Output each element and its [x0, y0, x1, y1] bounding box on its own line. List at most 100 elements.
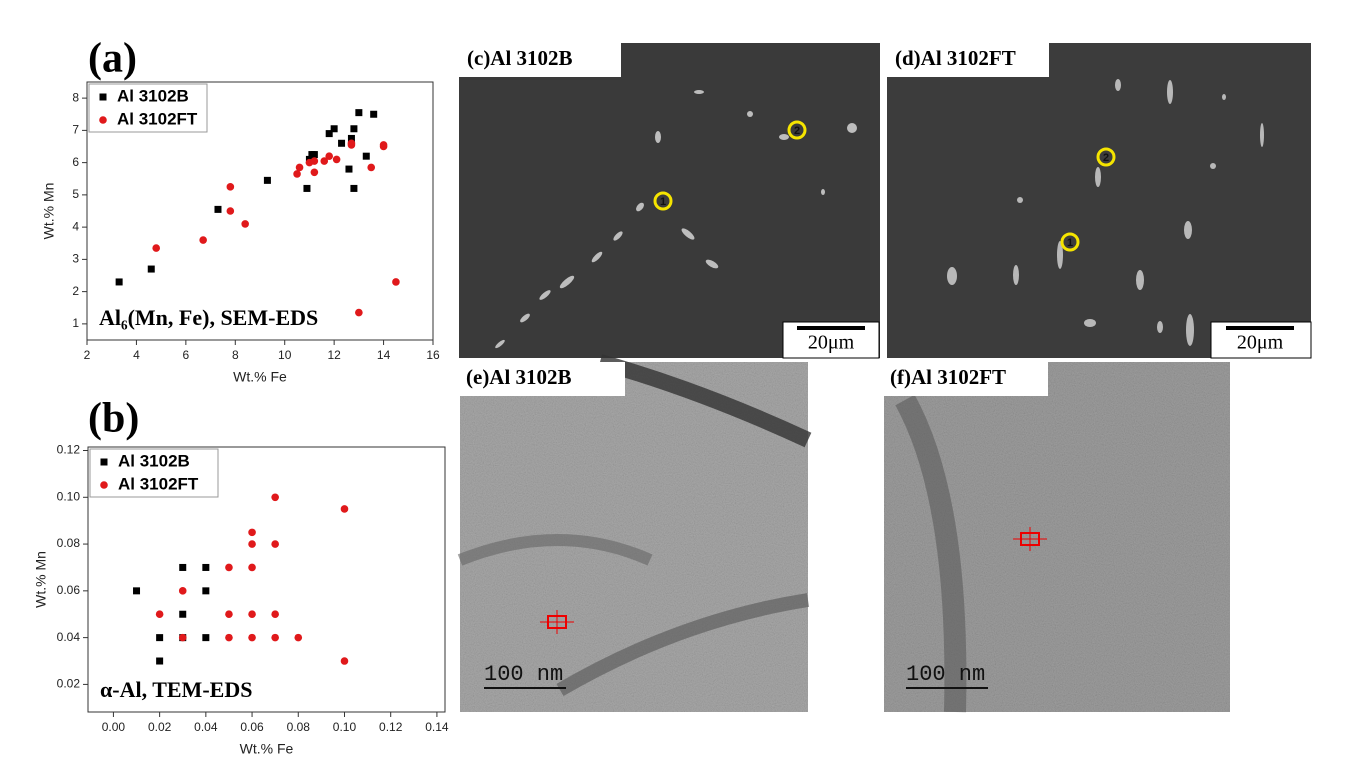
- point: [156, 634, 164, 642]
- x-tick-label: 0.04: [194, 720, 218, 734]
- legend-box: [88, 83, 208, 133]
- point: [340, 657, 349, 665]
- legend-label: Al 3102FT: [117, 109, 198, 128]
- y-tick-label: 0.02: [57, 677, 81, 691]
- panel-c: (c)Al 3102B 1 2 20μm: [459, 43, 880, 359]
- legend-marker: [100, 481, 108, 489]
- point: [156, 657, 164, 665]
- y-tick-label: 2: [72, 284, 79, 298]
- point: [225, 633, 233, 642]
- point: [293, 170, 301, 178]
- y-tick-label: 0.04: [57, 630, 81, 644]
- panel-f: (f)Al 3102FT 100 nm: [884, 362, 1230, 713]
- point: [202, 634, 210, 642]
- y-tick-label: 1: [72, 316, 79, 330]
- point: [345, 165, 353, 173]
- point: [332, 155, 341, 164]
- y-axis-label: Wt.% Mn: [33, 551, 49, 608]
- point: [320, 157, 329, 165]
- y-tick-label: 3: [72, 252, 79, 266]
- point: [115, 278, 123, 286]
- x-tick-label: 0.02: [148, 720, 172, 734]
- point: [271, 610, 279, 619]
- legend-label: Al 3102B: [118, 451, 190, 470]
- chart: 0.00 0.02 0.04 0.06 0.08 0.10 0.12 0.14 0.02 0.04…: [33, 396, 449, 757]
- x-tick-label: 14: [377, 348, 391, 362]
- annotation: α-Al, TEM-EDS: [100, 677, 252, 702]
- panel-e: (e)Al 3102B 100 nm: [457, 354, 812, 712]
- x-tick-label: 8: [232, 348, 239, 362]
- y-tick-label: 7: [72, 123, 79, 137]
- point: [147, 265, 155, 273]
- point: [202, 587, 210, 595]
- chart-title: (b): [88, 396, 139, 442]
- y-tick-label: 6: [72, 155, 79, 169]
- legend-marker: [100, 458, 108, 466]
- point: [325, 130, 333, 138]
- point: [338, 139, 346, 147]
- point: [340, 505, 349, 513]
- point: [248, 563, 256, 572]
- point: [248, 528, 256, 537]
- point: [179, 563, 187, 571]
- point: [155, 610, 164, 619]
- point: [225, 563, 233, 572]
- legend-marker: [99, 93, 107, 101]
- x-tick-label: 2: [84, 348, 91, 362]
- x-tick-label: 0.06: [240, 720, 264, 734]
- point: [295, 163, 304, 172]
- panel-label: (d)Al 3102FT: [895, 46, 1016, 70]
- chart-title: (a): [88, 36, 137, 82]
- point: [325, 152, 334, 160]
- y-axis-label: Wt.% Mn: [41, 183, 57, 240]
- point: [202, 563, 210, 571]
- y-tick-label: 0.06: [57, 583, 81, 597]
- y-tick-label: 5: [72, 187, 79, 201]
- scale-bar-label: 20μm: [808, 332, 855, 354]
- y-tick-label: 0.08: [57, 536, 81, 550]
- point: [362, 152, 370, 160]
- point: [350, 125, 358, 133]
- x-tick-label: 0.08: [287, 720, 311, 734]
- scale-bar-label: 100 nm: [906, 662, 985, 687]
- marker: 2: [1103, 152, 1109, 164]
- x-tick-label: 6: [183, 348, 190, 362]
- marker: 1: [660, 196, 666, 208]
- point: [310, 151, 318, 159]
- point: [271, 540, 279, 548]
- point: [367, 163, 376, 172]
- x-axis-label: Wt.% Fe: [240, 741, 294, 757]
- point: [294, 633, 303, 642]
- point: [226, 207, 235, 215]
- panel-label: (c)Al 3102B: [467, 46, 573, 70]
- point: [355, 109, 363, 117]
- panel-d: (d)Al 3102FT 1 2 20μm: [887, 43, 1312, 359]
- marker: 1: [1067, 237, 1073, 249]
- y-tick-label: 0.10: [57, 489, 81, 503]
- point: [178, 587, 187, 595]
- point: [350, 184, 358, 192]
- x-tick-label: 12: [327, 348, 341, 362]
- x-tick-label: 10: [278, 348, 292, 362]
- point: [392, 278, 400, 286]
- point: [152, 244, 160, 252]
- point: [370, 110, 378, 118]
- point: [310, 157, 319, 165]
- legend-label: Al 3102B: [117, 86, 189, 105]
- x-tick-label: 0.14: [425, 720, 449, 734]
- point: [241, 220, 249, 228]
- point: [347, 139, 356, 148]
- point: [271, 493, 279, 502]
- x-tick-label: 4: [133, 348, 140, 362]
- point: [347, 134, 355, 142]
- point: [225, 610, 233, 619]
- point: [214, 205, 222, 213]
- point: [303, 184, 311, 192]
- x-tick-label: 16: [426, 348, 440, 362]
- point: [199, 236, 207, 244]
- point: [310, 168, 319, 177]
- point: [248, 540, 256, 548]
- annotation: Al₆(Mn, Fe), SEM-EDS: [99, 305, 318, 330]
